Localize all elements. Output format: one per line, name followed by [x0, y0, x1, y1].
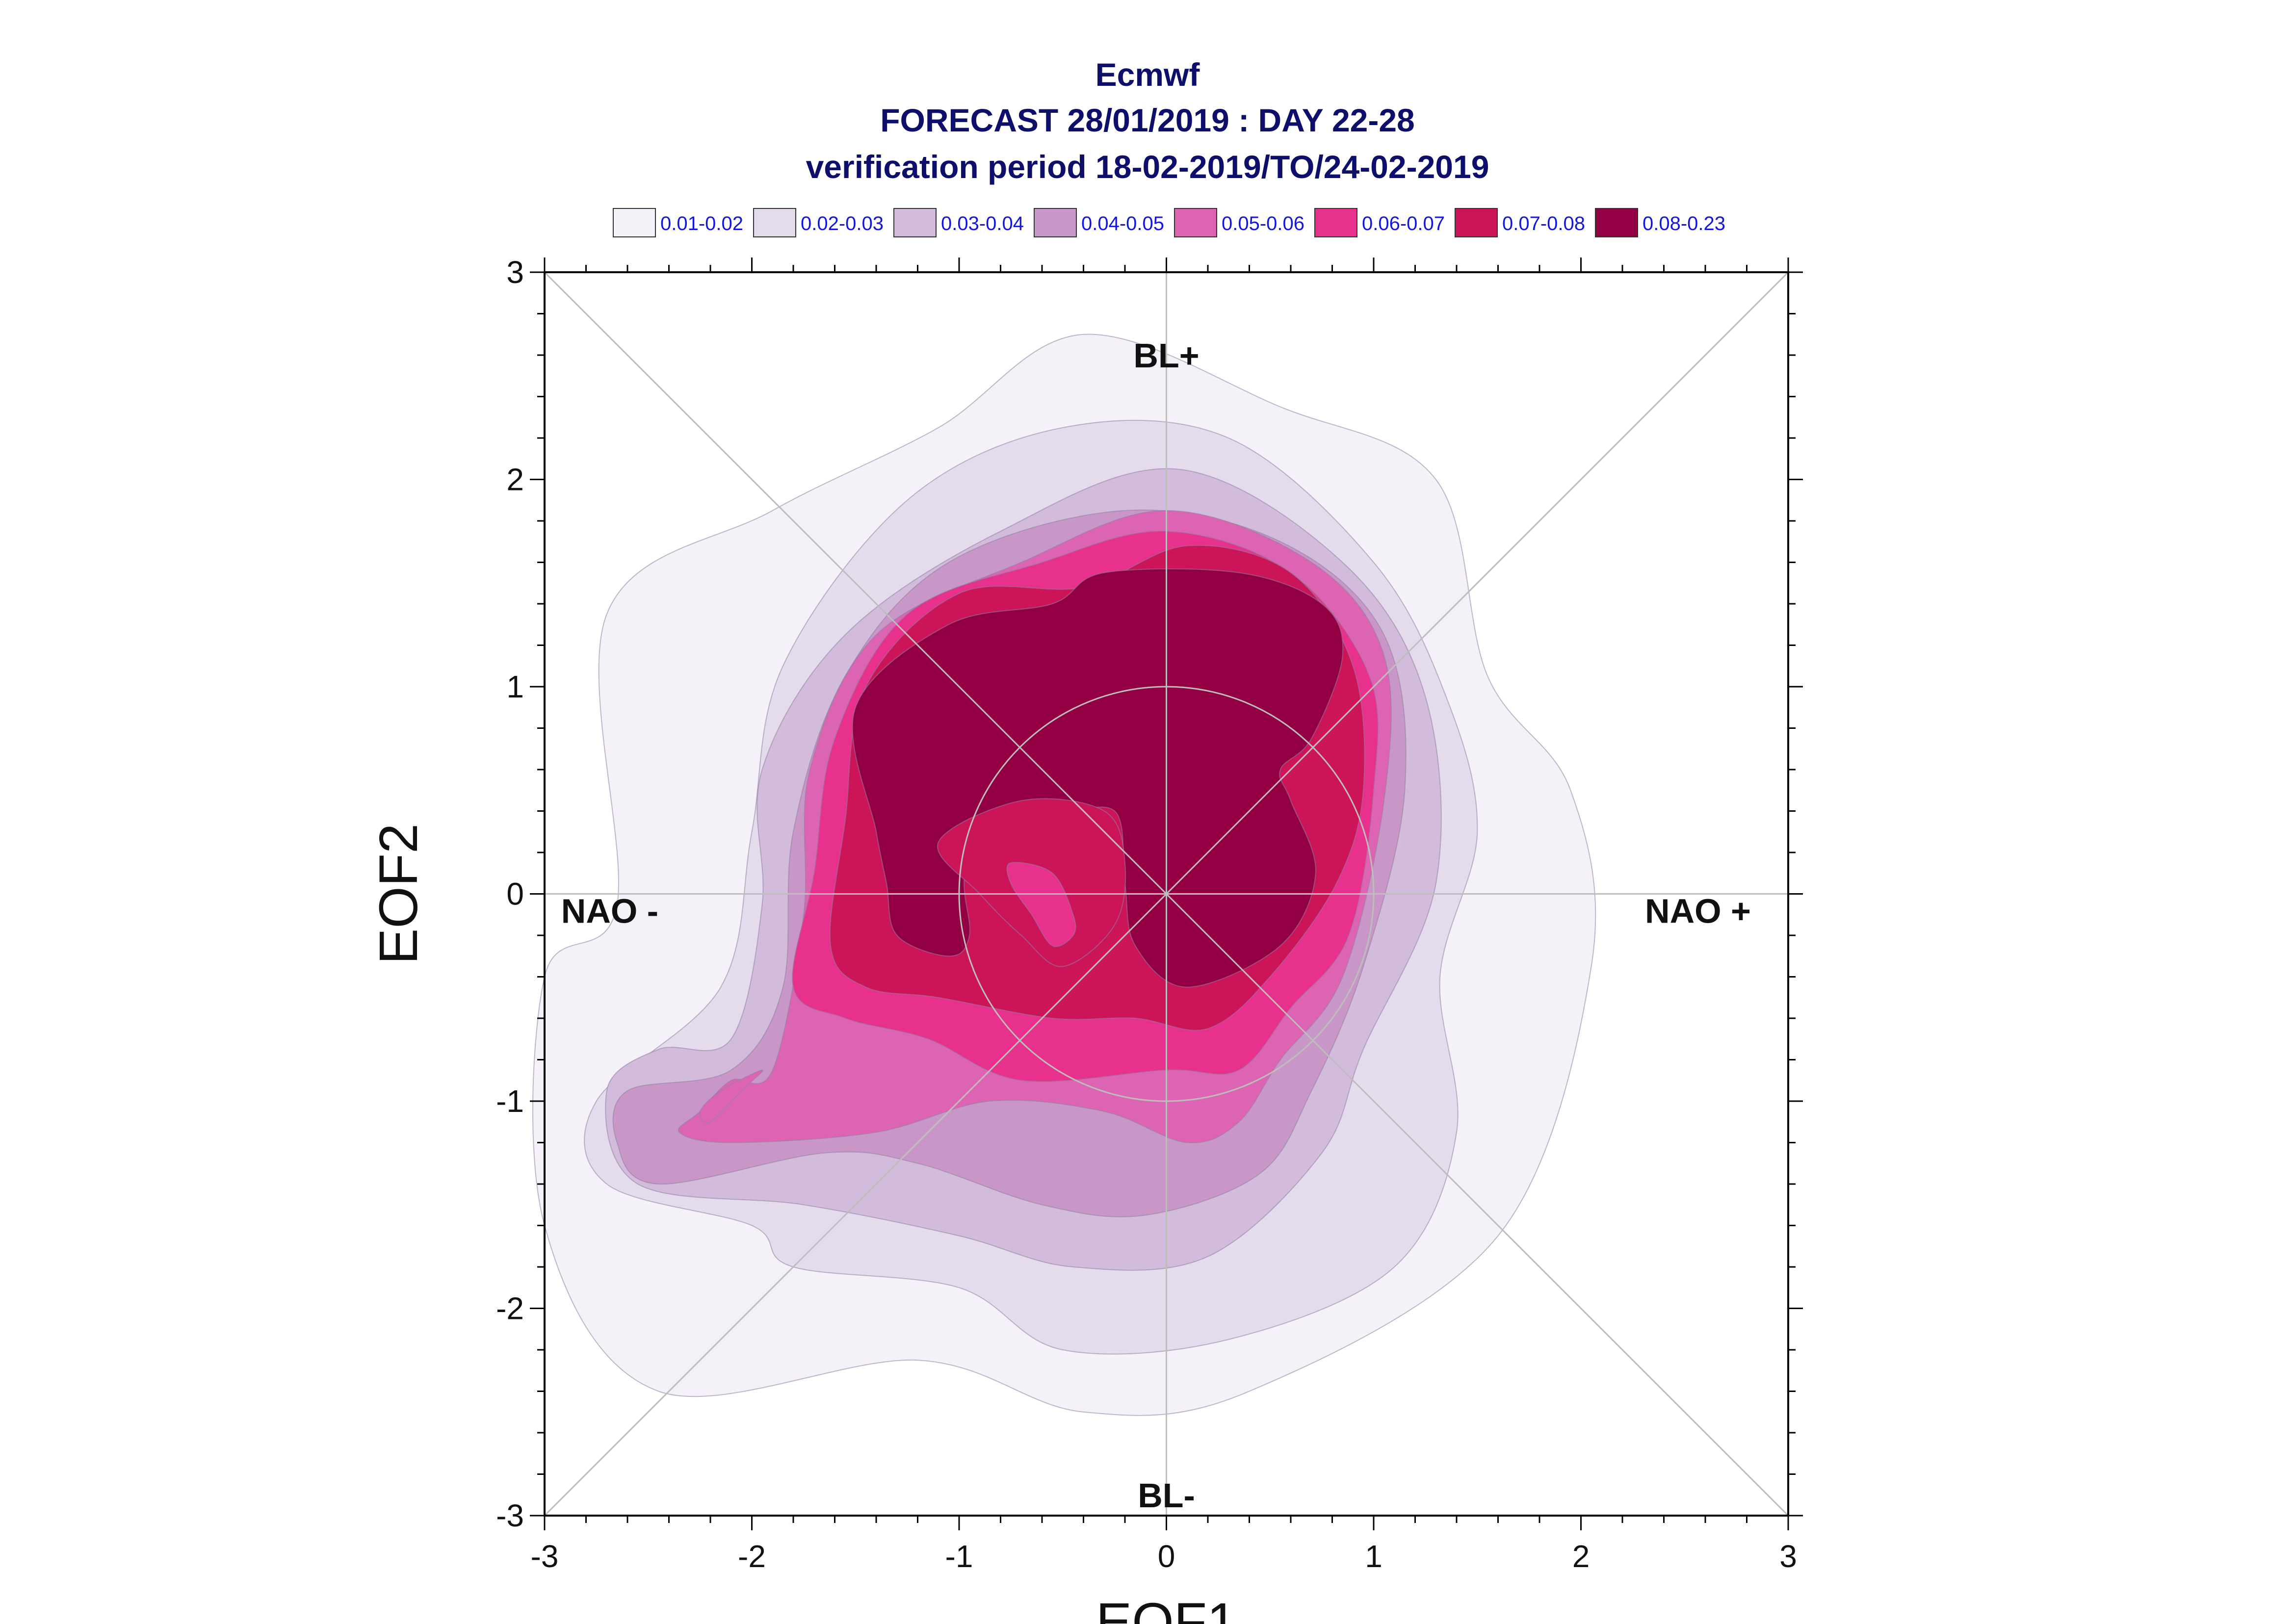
- legend-swatch: [893, 208, 937, 237]
- guide-lines: [544, 271, 1789, 1517]
- y-axis-title: EOF2: [368, 824, 429, 964]
- legend-swatch: [1174, 208, 1217, 237]
- y-tick-label: -2: [496, 1291, 524, 1326]
- x-tick-label: 0: [1158, 1539, 1175, 1574]
- x-axis-title: EOF1: [1096, 1592, 1237, 1624]
- contour-0.06-0.07-9: [1006, 862, 1076, 947]
- regime-label-nao-minus: NAO -: [561, 892, 658, 930]
- legend-label: 0.08-0.23: [1643, 213, 1725, 234]
- legend-label: 0.03-0.04: [941, 213, 1024, 234]
- x-tick-label: 3: [1779, 1539, 1797, 1574]
- legend-label: 0.05-0.06: [1222, 213, 1304, 234]
- plot-area: BL+ BL- NAO - NAO + -3 -2 -1 0 1 2 3 -3 -2 -1 0 1 2…: [496, 255, 1803, 1574]
- y-tick-label: 3: [506, 255, 524, 290]
- legend-label: 0.04-0.05: [1081, 213, 1164, 234]
- guide-reference-circle: [958, 686, 1375, 1102]
- regime-label-bl-plus: BL+: [1133, 336, 1199, 375]
- contour-layers: [532, 334, 1596, 1416]
- x-tick-label: 2: [1572, 1539, 1590, 1574]
- x-tick-label: -3: [531, 1539, 559, 1574]
- regime-labels: BL+ BL- NAO - NAO +: [561, 336, 1751, 1515]
- x-tick-label: -2: [738, 1539, 766, 1574]
- x-tick-label: -1: [945, 1539, 973, 1574]
- legend-label: 0.07-0.08: [1502, 213, 1585, 234]
- chart-title: Ecmwf FORECAST 28/01/2019 : DAY 22-28 ve…: [806, 56, 1489, 185]
- y-tick-label: -3: [496, 1498, 524, 1533]
- y-axis-ticks: -3 -2 -1 0 1 2 3: [496, 255, 1803, 1533]
- legend-swatch: [613, 208, 656, 237]
- x-tick-label: 1: [1365, 1539, 1382, 1574]
- y-tick-label: 1: [506, 669, 524, 704]
- regime-label-nao-plus: NAO +: [1645, 892, 1751, 930]
- y-tick-label: 0: [506, 876, 524, 912]
- x-axis-ticks: -3 -2 -1 0 1 2 3: [531, 258, 1797, 1574]
- y-tick-label: 2: [506, 462, 524, 497]
- title-line-1: Ecmwf: [1095, 56, 1200, 93]
- legend-swatch: [753, 208, 796, 237]
- legend-label: 0.02-0.03: [801, 213, 884, 234]
- legend-label: 0.01-0.02: [660, 213, 743, 234]
- regime-label-bl-minus: BL-: [1138, 1476, 1195, 1515]
- legend: 0.01-0.02 0.02-0.03 0.03-0.04 0.04-0.05 0.05…: [613, 208, 1725, 237]
- legend-label: 0.06-0.07: [1362, 213, 1445, 234]
- y-tick-label: -1: [496, 1083, 524, 1119]
- title-line-2: FORECAST 28/01/2019 : DAY 22-28: [880, 102, 1415, 138]
- legend-swatch: [1455, 208, 1498, 237]
- legend-swatch: [1034, 208, 1077, 237]
- legend-swatch: [1314, 208, 1357, 237]
- title-line-3: verification period 18-02-2019/TO/24-02-…: [806, 149, 1489, 185]
- legend-swatch: [1595, 208, 1638, 237]
- contour-0.05-0.06-10: [699, 1069, 763, 1123]
